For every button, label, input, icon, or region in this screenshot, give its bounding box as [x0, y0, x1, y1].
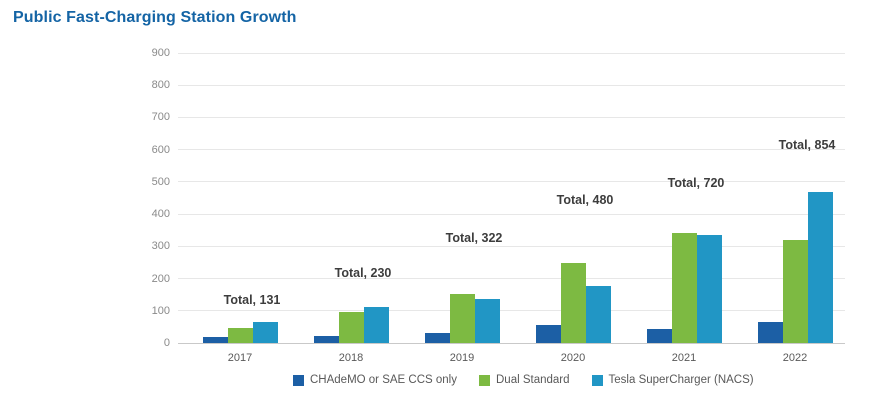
bar-chademo-ccs-2021	[646, 328, 672, 343]
bar-tesla-nacs-2018	[363, 306, 389, 343]
bar-tesla-nacs-2019	[474, 298, 500, 343]
bar-dual-standard-2020	[560, 263, 586, 343]
bar-chademo-ccs-2017	[202, 336, 228, 343]
gridline-100	[178, 310, 845, 312]
x-label-2017: 2017	[227, 352, 253, 364]
bar-chademo-ccs-2018	[313, 335, 339, 343]
gridline-300	[178, 245, 845, 247]
legend-label-tesla-nacs: Tesla SuperCharger (NACS)	[608, 374, 754, 386]
gridline-900	[178, 52, 845, 54]
bar-tesla-nacs-2022	[807, 191, 833, 343]
legend: CHAdeMO or SAE CCS only Dual Standard Te…	[293, 374, 754, 386]
bar-dual-standard-2017	[227, 328, 253, 343]
bar-dual-standard-2021	[671, 233, 697, 343]
bar-dual-standard-2019	[449, 293, 475, 343]
y-tick-label-300: 300	[151, 240, 170, 253]
legend-item-chademo-ccs: CHAdeMO or SAE CCS only	[293, 374, 457, 386]
x-label-2019: 2019	[449, 352, 475, 364]
bar-tesla-nacs-2017	[252, 321, 278, 343]
x-axis-line	[178, 342, 845, 344]
bar-chademo-ccs-2020	[535, 325, 561, 343]
legend-item-tesla-nacs: Tesla SuperCharger (NACS)	[591, 374, 754, 386]
y-tick-label-800: 800	[151, 79, 170, 92]
x-label-2018: 2018	[338, 352, 364, 364]
legend-label-dual-standard: Dual Standard	[496, 374, 570, 386]
y-tick-label-700: 700	[151, 111, 170, 124]
bar-dual-standard-2018	[338, 312, 364, 343]
total-label-2018: Total, 230	[334, 266, 392, 280]
gridline-400	[178, 213, 845, 215]
legend-swatch-dual-standard-icon	[479, 374, 490, 386]
gridline-700	[178, 116, 845, 118]
gridline-500	[178, 181, 845, 183]
legend-item-dual-standard: Dual Standard	[479, 374, 570, 386]
legend-swatch-chademo-ccs-icon	[293, 374, 304, 386]
legend-swatch-tesla-nacs-icon	[591, 374, 603, 386]
bar-tesla-nacs-2021	[696, 235, 722, 343]
bar-chademo-ccs-2019	[424, 332, 450, 343]
y-tick-label-900: 900	[151, 47, 170, 59]
y-tick-label-200: 200	[151, 272, 170, 285]
bar-tesla-nacs-2020	[585, 285, 611, 343]
y-tick-label-100: 100	[151, 304, 170, 317]
y-tick-label-400: 400	[151, 208, 170, 221]
total-label-2019: Total, 322	[445, 231, 503, 245]
x-label-2022: 2022	[782, 352, 808, 364]
total-label-2021: Total, 720	[667, 176, 725, 190]
gridline-600	[178, 149, 845, 151]
y-tick-label-600: 600	[151, 143, 170, 156]
x-label-2021: 2021	[671, 352, 697, 364]
y-tick-label-500: 500	[151, 175, 170, 188]
total-label-2020: Total, 480	[556, 193, 614, 207]
x-label-2020: 2020	[560, 352, 586, 364]
total-label-2022: Total, 854	[778, 138, 836, 152]
gridline-200	[178, 278, 845, 280]
bar-chademo-ccs-2022	[757, 322, 783, 343]
total-label-2017: Total, 131	[223, 293, 281, 307]
y-tick-label-0: 0	[163, 337, 170, 349]
gridline-800	[178, 84, 845, 86]
legend-label-chademo-ccs: CHAdeMO or SAE CCS only	[310, 374, 457, 386]
bar-dual-standard-2022	[782, 239, 808, 343]
chart-title: Public Fast-Charging Station Growth	[13, 9, 297, 26]
